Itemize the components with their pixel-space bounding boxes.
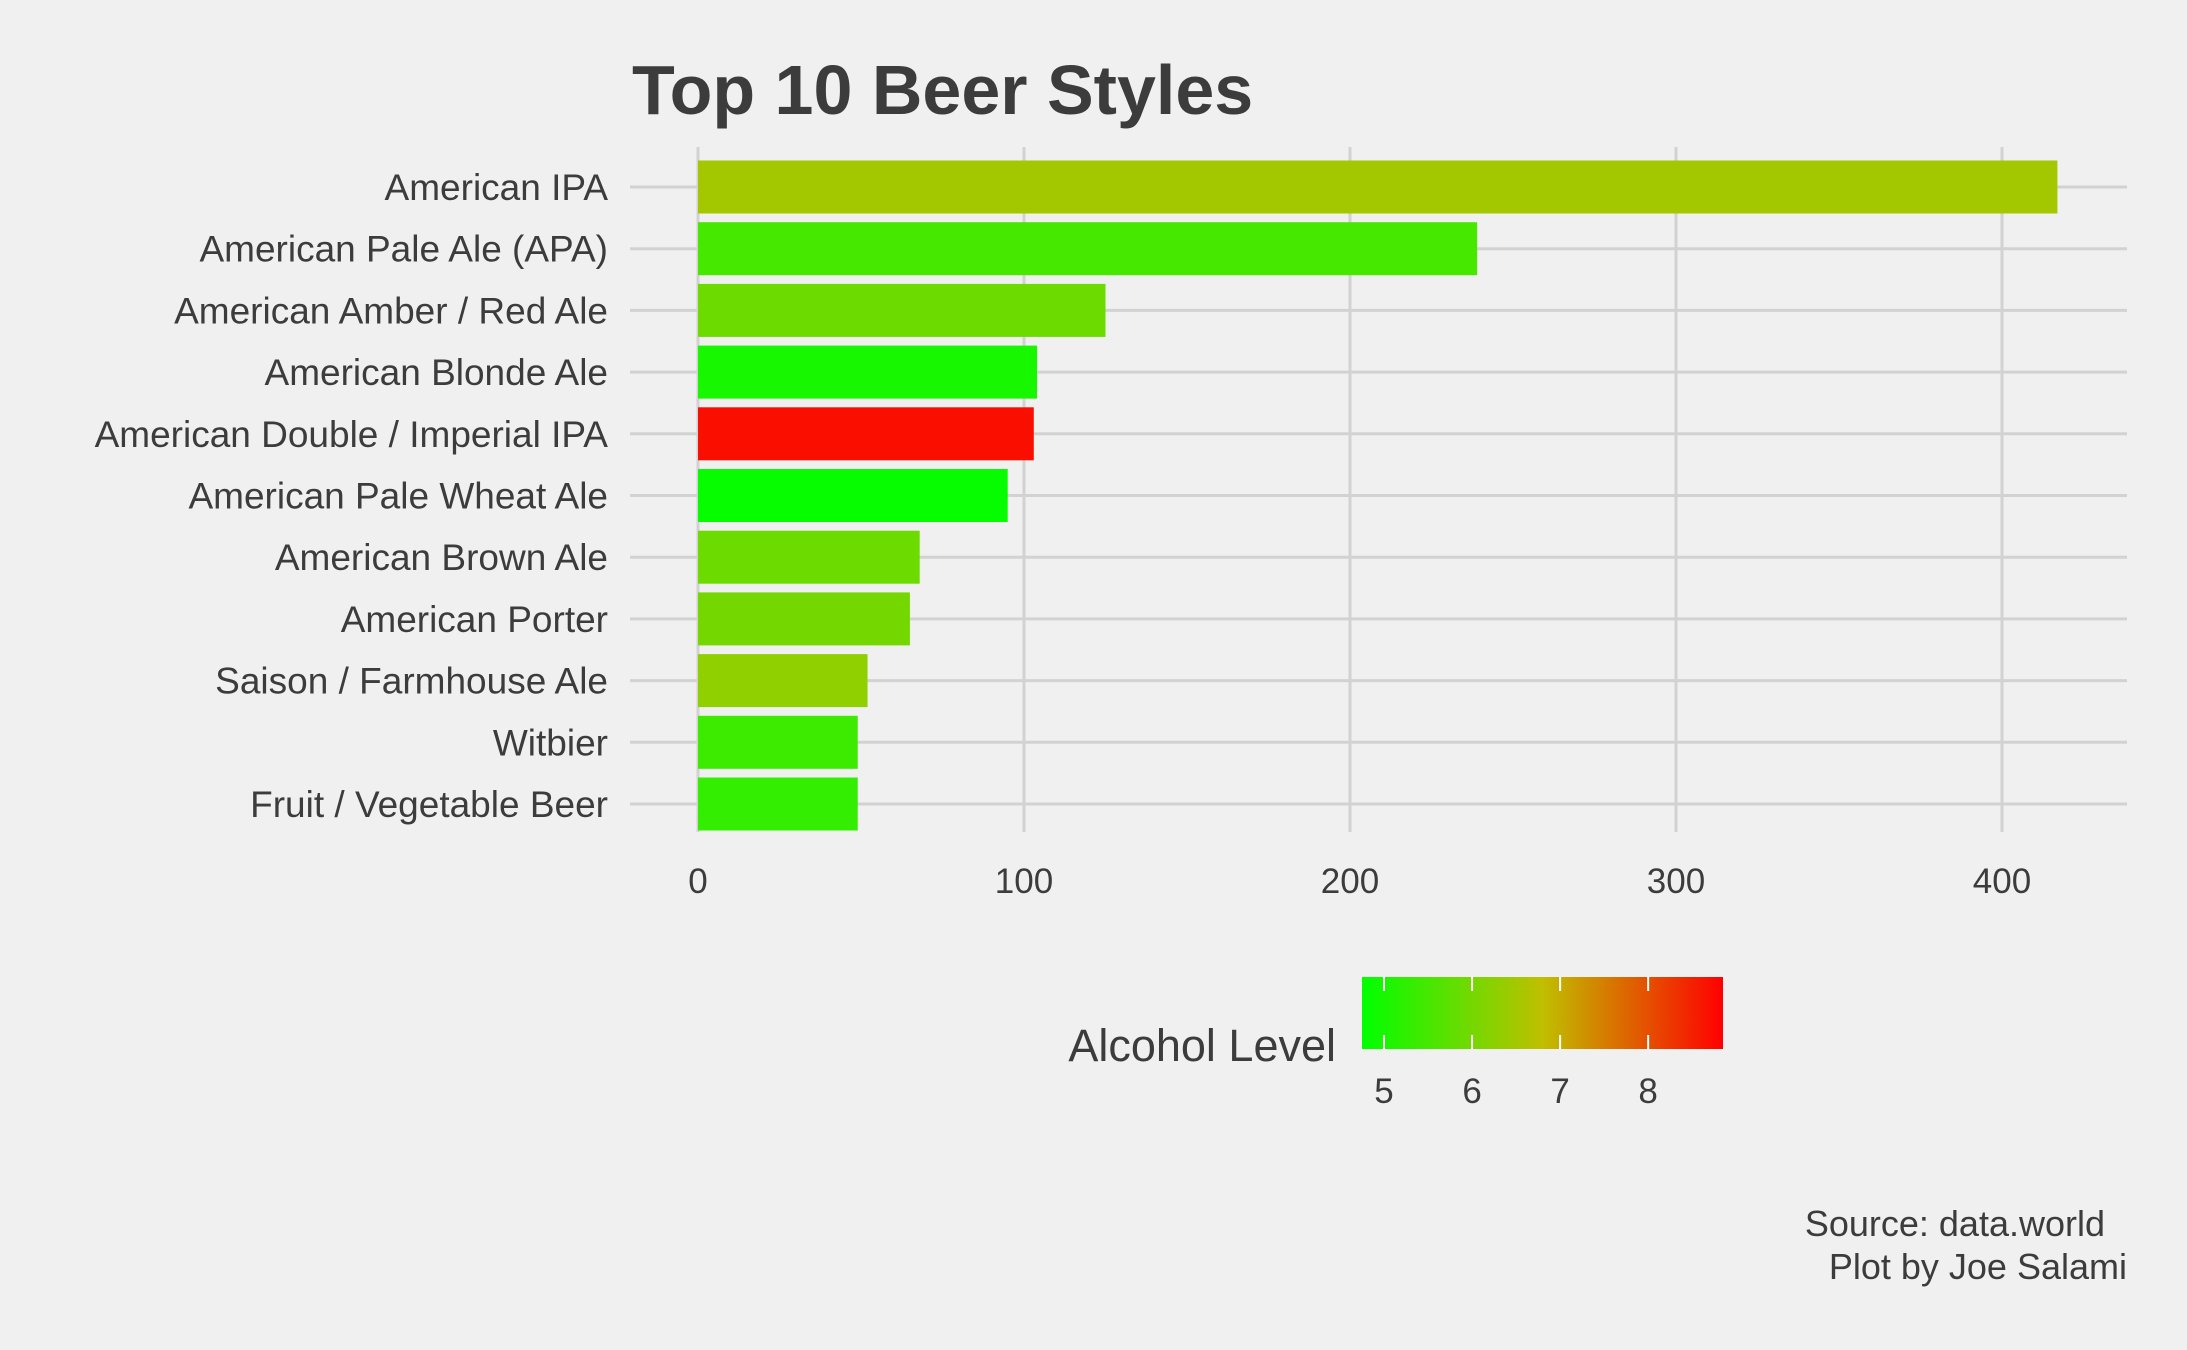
legend-ticks: 5 6 7 8 (1374, 977, 1658, 1111)
bar-american-pale-ale-apa (698, 222, 1478, 276)
legend-colorbar (1362, 977, 1723, 1049)
x-tick-label: 100 (995, 862, 1053, 901)
bars (698, 160, 2058, 831)
caption-line: Plot by Joe Salami (1829, 1246, 2127, 1287)
category-label: American Porter (341, 599, 608, 640)
x-tick-label: 200 (1321, 862, 1379, 901)
category-label: American Pale Ale (APA) (199, 229, 608, 270)
legend-tick-label: 7 (1550, 1072, 1569, 1111)
bar-fruit-vegetable-beer (698, 777, 858, 831)
category-label: Fruit / Vegetable Beer (250, 784, 608, 825)
bar-saison-farmhouse-ale (698, 654, 868, 708)
category-labels: American IPA American Pale Ale (APA) Ameri… (95, 167, 609, 825)
bar-american-pale-wheat-ale (698, 469, 1008, 522)
bar-american-porter (698, 592, 910, 646)
x-tick-label: 0 (688, 862, 707, 901)
bar-american-brown-ale (698, 530, 920, 584)
legend-tick-label: 5 (1374, 1072, 1393, 1111)
bar-witbier (698, 715, 858, 769)
category-label: American Amber / Red Ale (174, 290, 608, 331)
x-axis-ticks: 0 100 200 300 400 (688, 862, 2031, 901)
legend-title: Alcohol Level (1068, 1020, 1336, 1071)
bar-american-blonde-ale (698, 345, 1038, 399)
category-label: Witbier (493, 722, 608, 763)
category-label: American IPA (385, 167, 609, 208)
bar-american-ipa (698, 160, 2058, 214)
legend: Alcohol Level 5 6 7 8 (1068, 977, 1723, 1111)
bar-american-amber-red-ale (698, 283, 1106, 337)
chart-title: Top 10 Beer Styles (632, 51, 1253, 129)
category-label: American Double / Imperial IPA (95, 414, 609, 455)
caption-line: Source: data.world (1805, 1203, 2105, 1244)
legend-tick-label: 8 (1638, 1072, 1657, 1111)
category-label: Saison / Farmhouse Ale (215, 661, 608, 702)
x-tick-label: 300 (1647, 862, 1705, 901)
x-tick-label: 400 (1973, 862, 2031, 901)
bar-american-double-imperial-ipa (698, 407, 1034, 461)
category-label: American Brown Ale (275, 537, 608, 578)
category-label: American Blonde Ale (265, 352, 608, 393)
category-label: American Pale Wheat Ale (188, 476, 608, 517)
legend-tick-label: 6 (1462, 1072, 1481, 1111)
